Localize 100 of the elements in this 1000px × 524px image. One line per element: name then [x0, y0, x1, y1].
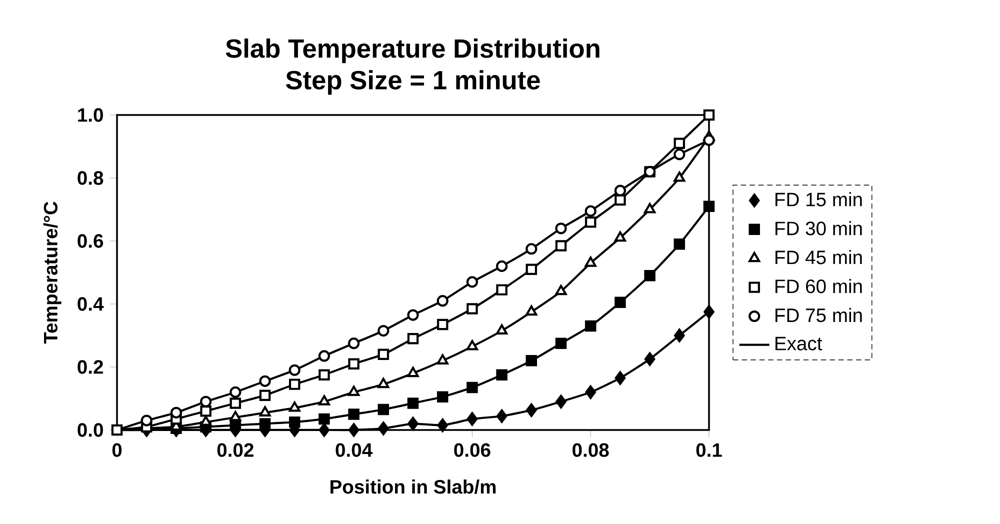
point: [378, 324, 390, 337]
point: [200, 405, 212, 417]
point: [674, 138, 686, 149]
point: [674, 238, 686, 250]
point: [585, 385, 596, 400]
point: [288, 416, 300, 428]
point: [348, 408, 360, 420]
point: [644, 352, 656, 366]
x-tick-label: 0.06: [454, 443, 490, 457]
point: [288, 378, 300, 390]
point: [584, 320, 596, 332]
y-tick-label: 0.0: [78, 423, 103, 437]
point: [288, 364, 300, 376]
point: [318, 413, 330, 425]
point: [140, 414, 152, 426]
point: [378, 348, 390, 360]
legend-label: FD 45 min: [776, 250, 862, 264]
point: [674, 171, 686, 182]
point: [378, 422, 389, 436]
point: [230, 398, 242, 409]
point: [436, 318, 448, 330]
y-tick-label: 0.8: [78, 171, 104, 185]
point: [318, 369, 330, 380]
point: [644, 270, 656, 282]
legend-label: FD 75 min: [776, 308, 862, 322]
point: [466, 382, 478, 394]
point: [436, 295, 448, 307]
y-tick-label: 1.0: [78, 108, 103, 122]
point: [584, 216, 596, 228]
point: [259, 418, 271, 430]
point: [556, 394, 566, 408]
point: [496, 260, 508, 272]
point: [436, 391, 448, 403]
point: [703, 109, 715, 121]
point: [259, 375, 271, 387]
point: [584, 205, 596, 217]
point: [407, 366, 419, 378]
point: [703, 134, 715, 146]
point: [555, 222, 567, 234]
point: [526, 243, 538, 255]
point: [703, 200, 715, 212]
chart-subtitle: Step Size = 1 minute: [286, 70, 540, 95]
x-tick-label: 0.08: [572, 443, 609, 457]
point: [259, 406, 271, 416]
point: [436, 354, 448, 364]
point: [230, 410, 242, 422]
point: [378, 404, 390, 416]
point: [496, 369, 508, 380]
point: [407, 309, 419, 321]
point: [318, 350, 330, 362]
x-tick-label: 0: [112, 443, 122, 457]
point: [200, 416, 212, 426]
point: [526, 355, 538, 366]
point: [614, 296, 626, 308]
point: [674, 328, 685, 342]
point: [614, 231, 626, 242]
point: [614, 371, 626, 385]
x-axis-title: Position in Slab/m: [330, 480, 496, 494]
point: [555, 240, 567, 252]
point: [526, 403, 537, 417]
point: [466, 412, 478, 426]
legend-label: FD 15 min: [776, 192, 862, 206]
y-tick-label: 0.4: [78, 297, 104, 311]
y-tick-label: 0.2: [78, 360, 103, 374]
point: [584, 256, 596, 267]
y-tick-label: 0.6: [78, 234, 104, 248]
point: [170, 406, 182, 418]
point: [230, 386, 242, 398]
point: [704, 305, 714, 319]
chart-title: Slab Temperature Distribution: [226, 38, 600, 64]
legend-label: FD 60 min: [776, 279, 862, 294]
point: [348, 423, 360, 437]
point: [526, 264, 538, 275]
point: [348, 358, 360, 370]
y-axis-title: Temperature/°C: [43, 202, 62, 344]
point: [348, 338, 360, 350]
point: [407, 398, 419, 409]
point: [348, 386, 360, 396]
legend-label: Exact: [776, 336, 822, 350]
point: [614, 194, 626, 206]
legend-label: FD 30 min: [776, 221, 862, 236]
point: [407, 333, 419, 344]
point: [437, 418, 448, 432]
point: [466, 303, 478, 314]
point: [674, 148, 686, 160]
point: [526, 305, 538, 316]
x-tick-label: 0.1: [696, 443, 722, 457]
point: [111, 424, 123, 436]
point: [496, 284, 508, 296]
point: [466, 276, 478, 288]
point: [555, 284, 567, 296]
point: [378, 378, 390, 388]
point: [496, 324, 508, 335]
x-tick-label: 0.02: [217, 443, 254, 457]
point: [555, 338, 567, 349]
point: [466, 340, 478, 350]
point: [288, 401, 300, 412]
x-tick-label: 0.04: [336, 443, 373, 457]
point: [318, 423, 330, 437]
point: [496, 409, 508, 423]
